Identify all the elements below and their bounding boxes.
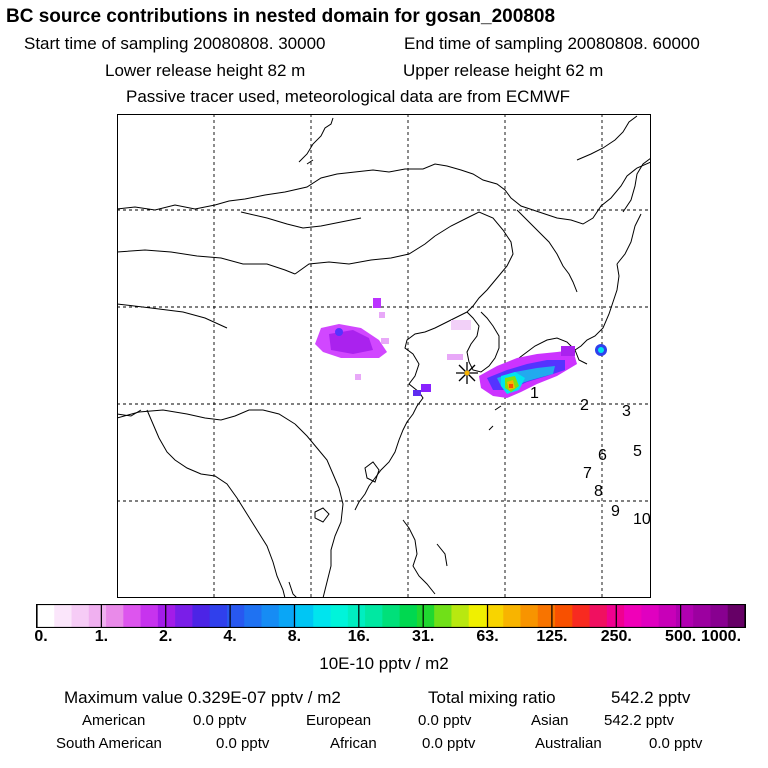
trajectory-label: 10 <box>633 511 651 528</box>
region-name-american: American <box>82 712 146 729</box>
colorbar-tick-label: 500. <box>665 628 697 645</box>
region-name-australian: Australian <box>535 735 602 752</box>
colorbar-swatch <box>37 605 55 627</box>
colorbar-tick-label: 250. <box>600 628 632 645</box>
contribution-field <box>315 298 607 398</box>
colorbar-swatch <box>710 605 729 627</box>
max-value-label: Maximum value 0.329E-07 pptv / m2 <box>64 688 341 707</box>
trajectory-label: 8 <box>594 483 603 500</box>
region-name-european: European <box>306 712 372 729</box>
trajectory-label: 7 <box>583 465 592 482</box>
region-value-south-american: 0.0 pptv <box>216 735 270 752</box>
trajectory-label: 6 <box>598 447 607 464</box>
colorbar-swatch <box>140 605 159 627</box>
region-name-african: African <box>330 735 377 752</box>
colorbar-tick-label: 31. <box>412 628 435 645</box>
colorbar-swatch <box>347 605 366 627</box>
colorbar-swatch <box>555 605 573 627</box>
trajectory-label: 2 <box>580 397 589 414</box>
colorbar-swatch <box>157 605 176 627</box>
tracer-note: Passive tracer used, meteorological data… <box>126 87 571 106</box>
region-value-australian: 0.0 pptv <box>649 735 703 752</box>
colorbar-swatch <box>416 605 435 627</box>
start-time-label: Start time of sampling 20080808. 30000 <box>24 34 326 53</box>
total-mixing-ratio-label: Total mixing ratio <box>428 688 556 707</box>
colorbar-swatch <box>123 605 142 627</box>
colorbar-swatch <box>589 605 608 627</box>
colorbar-swatch <box>693 605 712 627</box>
colorbar-tick-label: 2. <box>159 628 173 645</box>
colorbar-swatch <box>624 605 642 627</box>
colorbar-swatch <box>71 605 90 627</box>
colorbar-swatch <box>434 605 453 627</box>
region-name-asian: Asian <box>531 712 569 729</box>
colorbar-swatch <box>451 605 470 627</box>
colorbar-swatch <box>537 605 556 627</box>
grid-lines <box>117 114 651 598</box>
colorbar-swatch <box>572 605 591 627</box>
colorbar-swatch <box>278 605 297 627</box>
colorbar-swatch <box>382 605 401 627</box>
colorbar-swatch <box>641 605 660 627</box>
colorbar-tick-label: 0. <box>34 628 48 645</box>
colorbar-tick-label: 125. <box>536 628 568 645</box>
coastlines <box>117 115 651 598</box>
colorbar-swatch <box>192 605 211 627</box>
colorbar-tick-label: 8. <box>287 628 302 645</box>
colorbar-swatch <box>399 605 418 627</box>
receptor-site-dot <box>464 370 470 376</box>
colorbar-swatch <box>175 605 194 627</box>
plot-title: BC source contributions in nested domain… <box>6 6 556 27</box>
colorbar-swatch <box>468 605 487 627</box>
colorbar-tick-label: 63. <box>476 628 499 645</box>
region-value-european: 0.0 pptv <box>418 712 472 729</box>
colorbar-swatch <box>330 605 349 627</box>
colorbar <box>36 604 746 628</box>
colorbar-tick-label: 4. <box>223 628 237 645</box>
colorbar-swatch <box>54 605 73 627</box>
colorbar-swatch <box>88 605 107 627</box>
colorbar-swatch <box>675 605 694 627</box>
colorbar-swatch <box>313 605 332 627</box>
region-value-american: 0.0 pptv <box>193 712 247 729</box>
colorbar-tick-label: 16. <box>347 628 370 645</box>
trajectory-label: 1 <box>530 385 539 402</box>
colorbar-swatch <box>261 605 280 627</box>
trajectory-labels: 1 2 3 5 6 7 8 9 10 <box>530 385 651 528</box>
total-mixing-ratio-value: 542.2 pptv <box>611 688 691 707</box>
colorbar-swatch <box>503 605 522 627</box>
colorbar-swatch <box>658 605 677 627</box>
source-contribution-map: 1 2 3 5 6 7 8 9 10 <box>117 114 651 598</box>
lower-release-label: Lower release height 82 m <box>105 61 306 80</box>
colorbar-tick-label: 1000. <box>700 628 742 645</box>
colorbar-swatch <box>209 605 228 627</box>
colorbar-swatch <box>244 605 263 627</box>
colorbar-unit: 10E-10 pptv / m2 <box>319 654 449 673</box>
colorbar-swatch <box>365 605 383 627</box>
region-value-african: 0.0 pptv <box>422 735 476 752</box>
colorbar-swatch <box>106 605 124 627</box>
colorbar-swatch <box>520 605 539 627</box>
region-name-south-american: South American <box>56 735 162 752</box>
end-time-label: End time of sampling 20080808. 60000 <box>404 34 700 53</box>
colorbar-swatch <box>727 605 746 627</box>
colorbar-swatch <box>485 605 504 627</box>
trajectory-label: 5 <box>633 443 642 460</box>
colorbar-swatch <box>226 605 245 627</box>
colorbar-tick-label: 1. <box>94 628 109 645</box>
upper-release-label: Upper release height 62 m <box>403 61 604 80</box>
trajectory-label: 3 <box>622 403 631 420</box>
colorbar-swatch <box>296 605 314 627</box>
region-value-asian: 542.2 pptv <box>604 712 675 729</box>
trajectory-label: 9 <box>611 503 620 520</box>
colorbar-frame <box>36 604 746 628</box>
